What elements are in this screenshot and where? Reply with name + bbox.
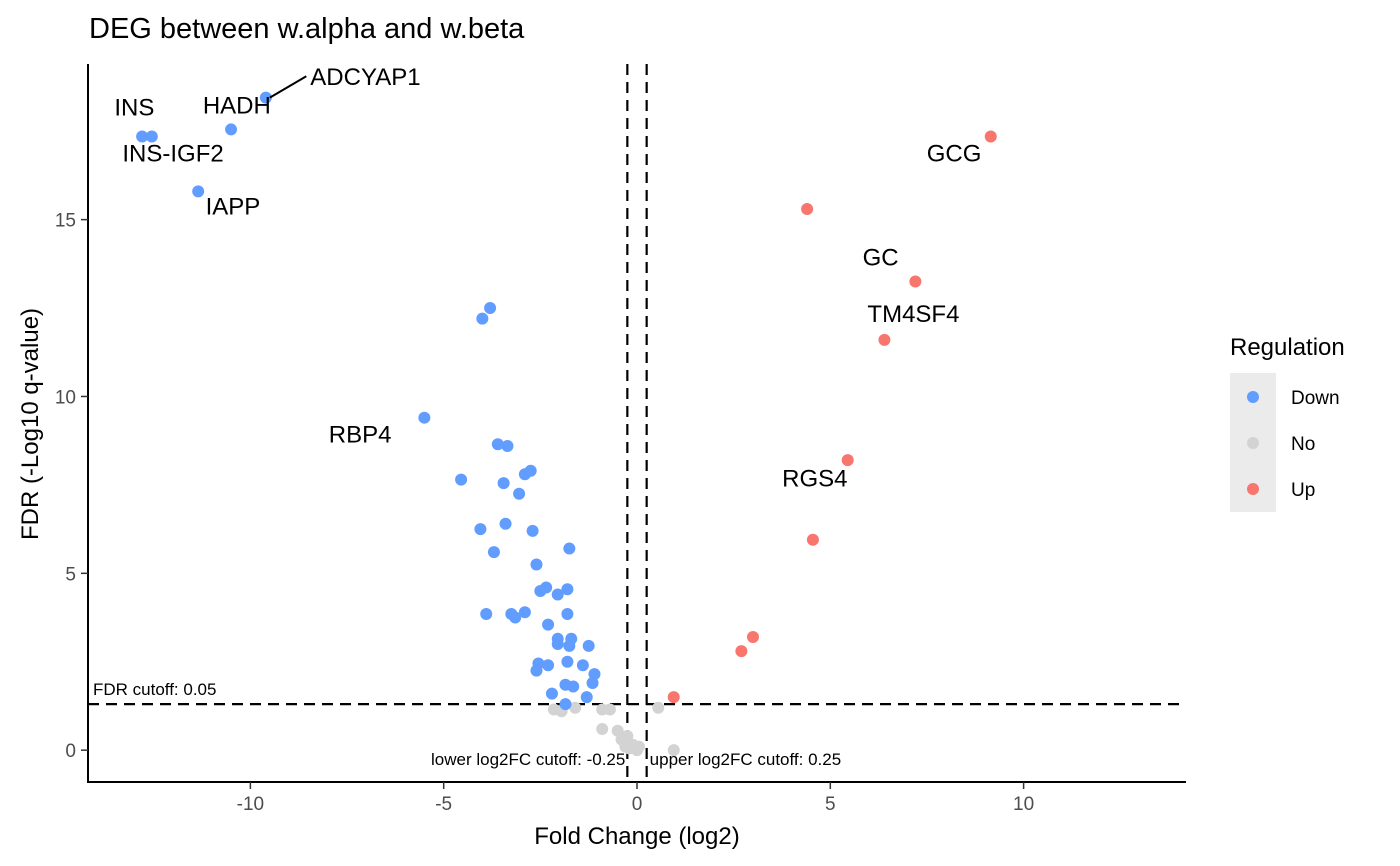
data-point-down bbox=[474, 523, 487, 536]
cutoff-lines: FDR cutoff: 0.05 lower log2FC cutoff: -0.… bbox=[88, 64, 1186, 782]
data-point-down bbox=[484, 302, 497, 315]
legend-title: Regulation bbox=[1230, 334, 1345, 361]
data-point-up bbox=[984, 130, 997, 143]
data-point-down bbox=[576, 659, 589, 672]
legend-key-no bbox=[1247, 437, 1259, 449]
upper-cutoff-label: upper log2FC cutoff: 0.25 bbox=[650, 750, 842, 769]
data-point-down bbox=[586, 676, 599, 689]
data-point-down bbox=[561, 583, 574, 596]
data-point-down bbox=[418, 411, 431, 424]
data-point-up bbox=[806, 533, 819, 546]
data-point-no bbox=[596, 722, 609, 735]
data-point-no bbox=[652, 701, 665, 714]
data-point-down bbox=[225, 123, 238, 136]
data-point-down bbox=[509, 611, 522, 624]
data-point-up bbox=[667, 691, 680, 704]
gene-label: IAPP bbox=[206, 193, 261, 220]
x-tick-label: 10 bbox=[1013, 794, 1034, 815]
data-point-down bbox=[561, 607, 574, 620]
y-axis-title: FDR (-Log10 q-value) bbox=[17, 308, 44, 540]
data-point-no bbox=[667, 744, 680, 757]
data-point-down bbox=[518, 606, 531, 619]
gene-label: ADCYAP1 bbox=[310, 64, 420, 91]
data-point-up bbox=[746, 630, 759, 643]
data-point-down bbox=[542, 659, 555, 672]
data-point-down bbox=[455, 473, 468, 486]
data-point-down bbox=[534, 585, 547, 598]
data-point-down bbox=[530, 558, 543, 571]
data-point-down bbox=[563, 639, 576, 652]
data-point-no bbox=[632, 740, 645, 753]
data-point-down bbox=[476, 312, 489, 325]
legend: Regulation Down No Up bbox=[1230, 334, 1345, 512]
y-tick-label: 15 bbox=[55, 211, 76, 232]
data-point-down bbox=[561, 655, 574, 668]
fdr-cutoff-label: FDR cutoff: 0.05 bbox=[93, 680, 216, 699]
legend-key-up bbox=[1247, 483, 1259, 495]
gene-label: TM4SF4 bbox=[867, 301, 959, 328]
lower-cutoff-label: lower log2FC cutoff: -0.25 bbox=[431, 750, 625, 769]
legend-label-up: Up bbox=[1291, 480, 1315, 501]
data-point-down bbox=[580, 691, 593, 704]
gene-label: INS-IGF2 bbox=[122, 140, 223, 167]
legend-label-no: No bbox=[1291, 434, 1315, 455]
gene-label: INS bbox=[114, 94, 154, 121]
x-tick-label: -10 bbox=[237, 794, 264, 815]
data-point-down bbox=[497, 477, 510, 490]
gene-label-leader bbox=[269, 75, 307, 99]
data-point-down bbox=[551, 638, 564, 651]
x-tick-label: 5 bbox=[825, 794, 836, 815]
data-point-down bbox=[513, 487, 526, 500]
data-point-up bbox=[878, 333, 891, 346]
data-points bbox=[136, 91, 997, 757]
gene-label: RBP4 bbox=[329, 421, 392, 448]
data-point-up bbox=[735, 645, 748, 658]
data-point-down bbox=[542, 618, 555, 631]
data-point-down bbox=[551, 588, 564, 601]
legend-label-down: Down bbox=[1291, 388, 1340, 409]
data-point-down bbox=[518, 468, 531, 481]
y-tick-label: 5 bbox=[65, 564, 76, 585]
data-point-down bbox=[526, 524, 539, 537]
gene-label: RGS4 bbox=[782, 466, 847, 493]
data-point-no bbox=[619, 740, 632, 753]
data-point-down bbox=[192, 185, 205, 198]
x-tick-label: -5 bbox=[435, 794, 452, 815]
data-point-down bbox=[563, 542, 576, 555]
y-axis-ticks: 0 5 10 15 bbox=[55, 211, 88, 762]
data-point-no bbox=[603, 703, 616, 716]
data-point-down bbox=[136, 130, 149, 143]
gene-label: GCG bbox=[927, 140, 982, 167]
data-point-down bbox=[491, 438, 504, 451]
data-point-down bbox=[559, 698, 572, 711]
x-tick-label: 0 bbox=[632, 794, 643, 815]
data-point-up bbox=[801, 203, 814, 216]
data-point-down bbox=[487, 546, 500, 559]
data-point-down bbox=[582, 639, 595, 652]
legend-key-down bbox=[1247, 391, 1259, 403]
gene-label: HADH bbox=[203, 93, 271, 120]
gene-label: GC bbox=[863, 245, 899, 272]
data-point-down bbox=[259, 91, 272, 104]
data-point-no bbox=[569, 701, 582, 714]
data-point-down bbox=[501, 439, 514, 452]
data-point-down bbox=[567, 680, 580, 693]
data-point-down bbox=[530, 664, 543, 677]
chart-title: DEG between w.alpha and w.beta bbox=[89, 13, 525, 45]
x-axis-ticks: -10 -5 0 5 10 bbox=[237, 782, 1034, 815]
data-point-down bbox=[480, 607, 493, 620]
data-point-down bbox=[545, 687, 558, 700]
data-point-down bbox=[499, 517, 512, 530]
x-axis-title: Fold Change (log2) bbox=[534, 823, 739, 850]
gene-labels: ADCYAP1 INS HADH INS-IGF2 IAPP GCG GC TM4SF4 RBP… bbox=[114, 64, 981, 492]
data-point-up bbox=[909, 275, 922, 288]
data-point-up bbox=[841, 454, 854, 467]
y-tick-label: 0 bbox=[65, 741, 76, 762]
data-point-down bbox=[145, 130, 158, 143]
y-tick-label: 10 bbox=[55, 387, 76, 408]
